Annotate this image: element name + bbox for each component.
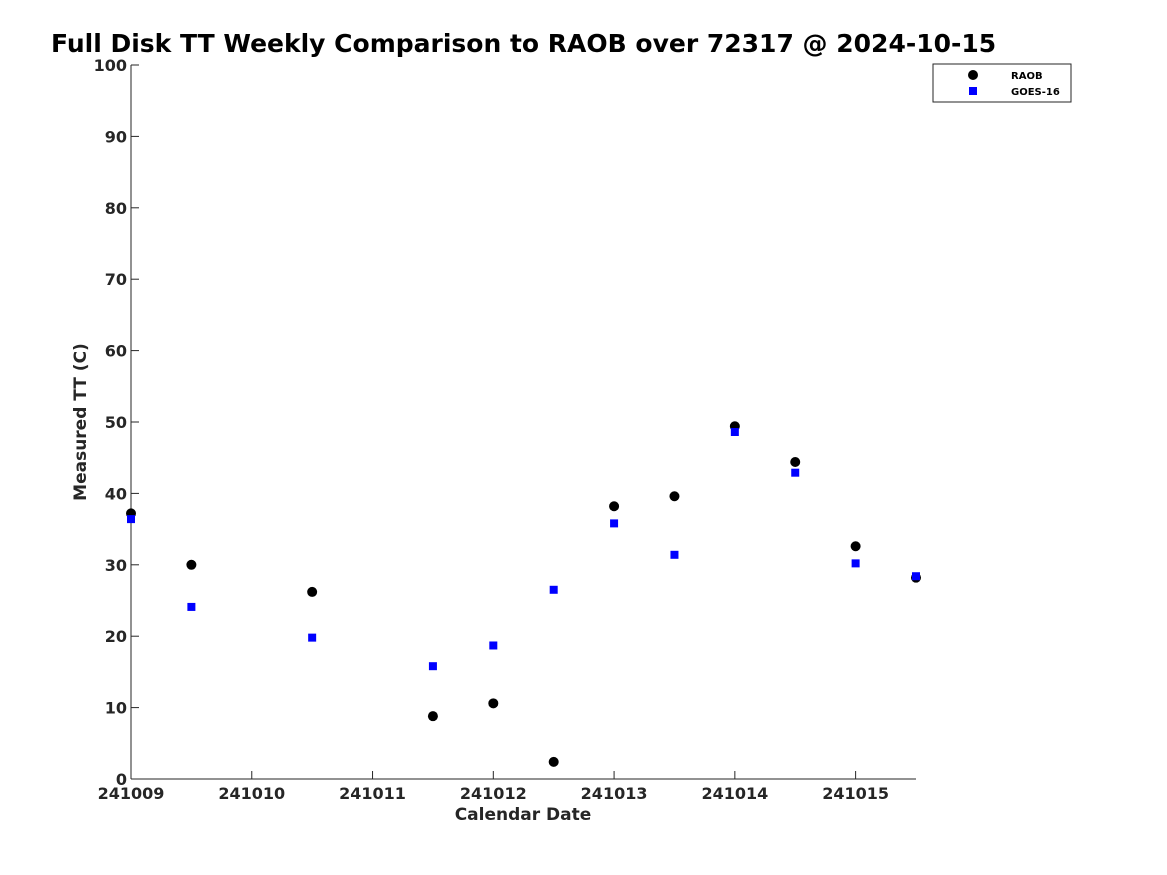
axes xyxy=(130,64,916,780)
raob-point xyxy=(427,711,438,722)
raob-point xyxy=(548,756,559,767)
y-tick-label: 90 xyxy=(105,127,127,146)
x-axis-label: Calendar Date xyxy=(455,805,592,825)
y-tick-label: 40 xyxy=(105,484,127,503)
x-tick-label: 241014 xyxy=(701,784,768,803)
goes-16-point xyxy=(610,519,619,528)
goes-16-point xyxy=(730,427,739,436)
raob-point xyxy=(186,559,197,570)
raob-point xyxy=(669,491,680,502)
y-tick-label: 10 xyxy=(105,699,127,718)
y-tick-label: 50 xyxy=(105,413,127,432)
y-tick-label: 30 xyxy=(105,556,127,575)
x-tick-label: 241013 xyxy=(581,784,648,803)
y-tick-label: 0 xyxy=(116,770,127,789)
y-tick-label: 100 xyxy=(94,56,127,75)
raob-point xyxy=(307,586,318,597)
goes-16-point xyxy=(489,641,498,650)
chart-title: Full Disk TT Weekly Comparison to RAOB o… xyxy=(51,29,996,58)
raob-point xyxy=(790,456,801,467)
x-tick-label: 241011 xyxy=(339,784,406,803)
goes-16-point xyxy=(912,572,920,581)
goes-16-point xyxy=(308,633,317,642)
goes-16-point xyxy=(428,662,437,671)
legend-raob-marker xyxy=(968,70,978,80)
raob-point xyxy=(850,541,861,552)
y-tick-label: 70 xyxy=(105,270,127,289)
data-points xyxy=(126,421,921,767)
legend-goes-16-marker xyxy=(969,87,977,95)
goes-16-point xyxy=(127,515,135,524)
legend-entry-label: GOES-16 xyxy=(1011,87,1060,98)
tick-labels: 0 10 20 30 40 50 60 70 80 90 100 241009 241010 241011… xyxy=(94,56,889,803)
series-goes-16 xyxy=(127,427,920,671)
x-tick-label: 241012 xyxy=(460,784,527,803)
raob-point xyxy=(488,698,499,709)
goes-16-point xyxy=(791,468,800,477)
y-tick-label: 20 xyxy=(105,627,127,646)
y-tick-label: 80 xyxy=(105,199,127,218)
y-axis-label: Measured TT (C) xyxy=(71,343,91,501)
goes-16-point xyxy=(670,550,679,559)
raob-point xyxy=(609,501,620,512)
y-tick-label: 60 xyxy=(105,342,127,361)
goes-16-point xyxy=(549,585,558,594)
goes-16-point xyxy=(851,559,860,568)
x-tick-label: 241015 xyxy=(822,784,889,803)
series-raob xyxy=(126,421,921,767)
x-tick-label: 241009 xyxy=(98,784,165,803)
legend: RAOB GOES-16 xyxy=(932,63,1072,103)
legend-entry-label: RAOB xyxy=(1011,71,1043,82)
goes-16-point xyxy=(187,602,196,611)
legend-box xyxy=(932,63,1072,103)
x-tick-label: 241010 xyxy=(218,784,285,803)
